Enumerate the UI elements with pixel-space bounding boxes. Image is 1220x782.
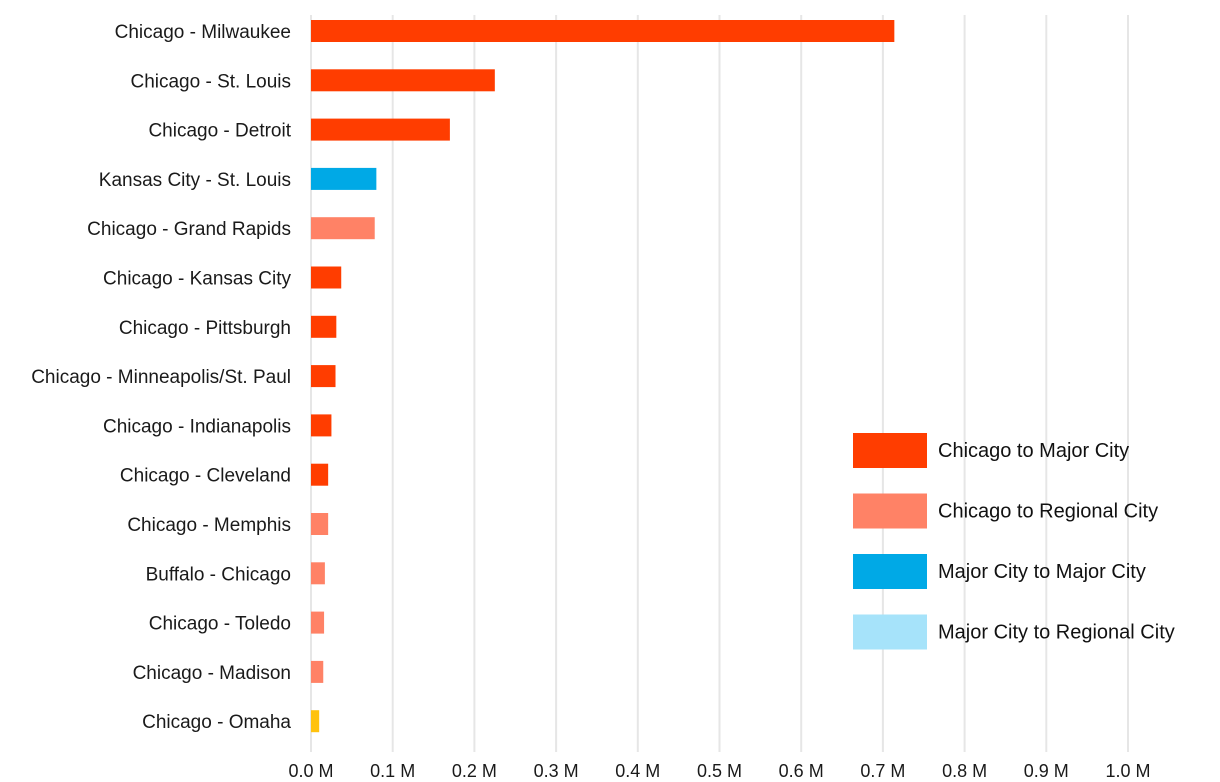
x-tick-label: 0.1 M <box>370 761 415 781</box>
x-tick-label: 0.3 M <box>534 761 579 781</box>
bars <box>311 20 895 733</box>
bar <box>311 660 324 683</box>
x-tick-label: 0.4 M <box>615 761 660 781</box>
x-axis-ticks: 0.0 M 0.1 M 0.2 M 0.3 M 0.4 M 0.5 M 0.6 M 0.7 M… <box>288 761 1150 781</box>
bar <box>311 118 450 141</box>
bar <box>311 69 495 92</box>
x-tick-label: 0.8 M <box>942 761 987 781</box>
category-label: Chicago - Indianapolis <box>103 416 291 437</box>
category-label: Chicago - Milwaukee <box>115 22 291 43</box>
legend-swatch <box>853 554 927 589</box>
category-label: Chicago - Detroit <box>148 121 291 142</box>
category-label: Chicago - Toledo <box>149 614 291 635</box>
bar <box>311 365 336 388</box>
bar <box>311 611 325 634</box>
category-label: Chicago - Madison <box>133 663 291 684</box>
legend-label: Major City to Regional City <box>938 622 1175 644</box>
bar <box>311 315 337 338</box>
category-label: Buffalo - Chicago <box>146 564 291 585</box>
category-label: Kansas City - St. Louis <box>99 170 291 191</box>
x-tick-label: 1.0 M <box>1105 761 1150 781</box>
x-tick-label: 0.2 M <box>452 761 497 781</box>
bar <box>311 513 329 535</box>
category-label: Chicago - St. Louis <box>130 71 291 92</box>
bar <box>311 710 320 733</box>
category-label: Chicago - Minneapolis/St. Paul <box>31 367 291 388</box>
bar <box>311 562 325 585</box>
legend-label: Chicago to Regional City <box>938 501 1158 523</box>
category-label: Chicago - Omaha <box>142 712 291 733</box>
legend-label: Chicago to Major City <box>938 440 1129 462</box>
legend-swatch <box>853 433 927 468</box>
bar <box>311 414 332 437</box>
bar <box>311 167 377 190</box>
category-label: Chicago - Pittsburgh <box>119 318 291 339</box>
x-tick-label: 0.5 M <box>697 761 742 781</box>
x-tick-label: 0.0 M <box>288 761 333 781</box>
bar <box>311 217 375 240</box>
legend: Chicago to Major City Chicago to Regional… <box>853 433 1175 650</box>
bar <box>311 463 329 486</box>
legend-swatch <box>853 493 927 529</box>
category-labels: Chicago - Milwaukee Chicago - St. Louis Ch… <box>31 22 292 733</box>
x-tick-label: 0.9 M <box>1024 761 1069 781</box>
category-label: Chicago - Memphis <box>127 515 291 536</box>
legend-label: Major City to Major City <box>938 561 1146 583</box>
category-label: Chicago - Grand Rapids <box>87 219 291 240</box>
x-tick-label: 0.7 M <box>860 761 905 781</box>
category-label: Chicago - Kansas City <box>103 269 291 290</box>
bar <box>311 266 342 289</box>
category-label: Chicago - Cleveland <box>120 466 291 487</box>
x-tick-label: 0.6 M <box>779 761 824 781</box>
legend-swatch <box>853 614 927 650</box>
bar <box>311 20 895 42</box>
